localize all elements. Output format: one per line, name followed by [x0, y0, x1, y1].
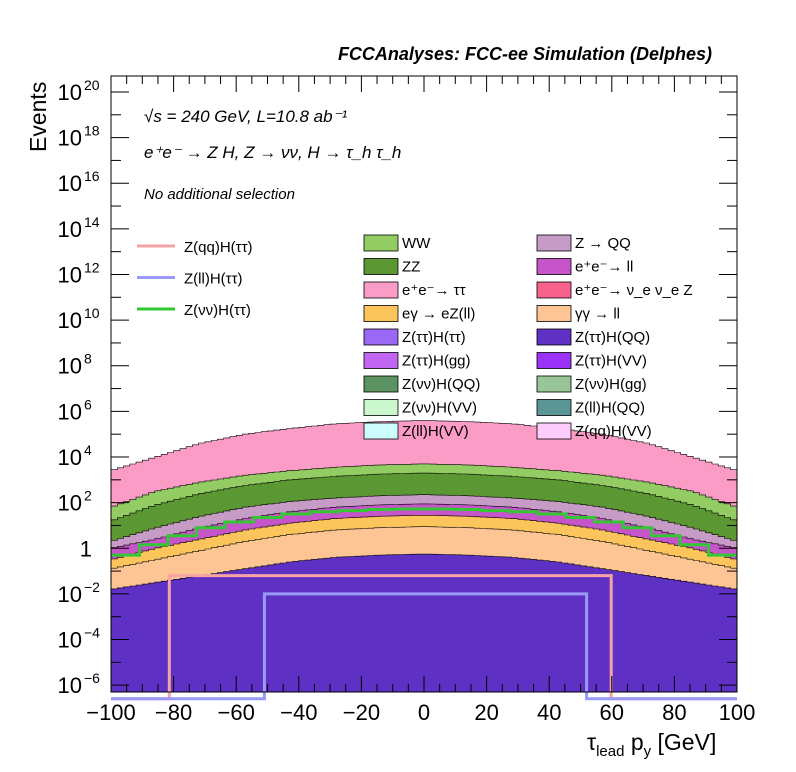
legend-c1-label-0: WW [402, 235, 431, 252]
legend-c1-swatch-1 [363, 258, 399, 275]
y-tick-label-8: 10 [58, 308, 82, 333]
y-tick-label-10: 10 [58, 217, 82, 242]
y-tick-label-7: 10 [58, 354, 82, 379]
x-tick-labels: −100 −80 −60 −40 −20 0 20 40 60 80 100 [86, 700, 755, 725]
y-tick-label-1: 10 [58, 628, 82, 653]
legend: Z(qq)H(ττ) Z(ll)H(ττ) Z(νν)H(ττ) WW ZZ e⁺e⁻→ … [137, 234, 693, 440]
y-tick-label-4: 10 [58, 491, 82, 516]
x-tick-label-9: 80 [662, 700, 686, 725]
legend-c1-label-5: Z(ττ)H(gg) [402, 353, 471, 370]
stack-layer-8 [110, 553, 738, 693]
x-tick-label-8: 60 [600, 700, 624, 725]
y-tick-label-6: 10 [58, 399, 82, 424]
process-annotation: e⁺e⁻ → Z H, Z → νν, H → τ_h τ_h [144, 143, 401, 162]
y-tick-exponent-11: 16 [84, 168, 100, 184]
legend-c1-swatch-5 [363, 352, 399, 369]
legend-c2-swatch-2 [536, 281, 572, 299]
legend-c2-swatch-6 [536, 375, 572, 393]
legend-c2-label-8: Z(qq)H(VV) [575, 423, 652, 440]
y-axis-label: Events [25, 82, 51, 152]
y-tick-exponent-10: 14 [84, 214, 100, 230]
legend-c2-swatch-0 [536, 234, 572, 252]
y-tick-exponent-12: 18 [84, 123, 100, 139]
x-tick-label-2: −60 [218, 700, 255, 725]
legend-c2-swatch-3 [536, 305, 572, 322]
y-tick-exponent-2: −2 [84, 579, 100, 595]
legend-c2-label-5: Z(ττ)H(VV) [575, 353, 647, 370]
chart-title: FCCAnalyses: FCC-ee Simulation (Delphes) [338, 44, 712, 64]
legend-c2-swatch-1 [536, 258, 572, 275]
legend-c1-label-7: Z(νν)H(VV) [402, 400, 477, 417]
legend-c2-label-6: Z(νν)H(gg) [575, 376, 647, 393]
y-tick-label-12: 10 [58, 126, 82, 151]
x-tick-label-4: −20 [343, 700, 380, 725]
legend-c2-swatch-7 [536, 399, 572, 416]
y-tick-exponent-1: −4 [84, 625, 100, 641]
legend-c2-label-4: Z(ττ)H(QQ) [575, 329, 650, 346]
legend-c2-label-1: e⁺e⁻→ ll [575, 259, 633, 276]
y-tick-label-3: 1 [80, 536, 92, 561]
x-axis-label-text: τlead py [GeV] [587, 729, 716, 760]
legend-c1-label-8: Z(ll)H(VV) [402, 423, 469, 440]
x-tick-label-6: 20 [474, 700, 498, 725]
legend-c1-swatch-2 [363, 281, 399, 299]
legend-c2-swatch-8 [536, 422, 572, 440]
y-tick-label-0: 10 [58, 673, 82, 698]
legend-c1-swatch-0 [363, 234, 399, 252]
selection-annotation: No additional selection [144, 186, 295, 203]
legend-c1-label-2: e⁺e⁻→ ττ [402, 282, 466, 299]
legend-c1-swatch-3 [363, 305, 399, 322]
y-tick-exponent-0: −6 [84, 670, 100, 686]
y-tick-label-2: 10 [58, 582, 82, 607]
y-tick-exponent-4: 2 [84, 488, 92, 504]
line-histograms [111, 507, 737, 701]
x-axis-label: τlead py [GeV] [587, 729, 716, 760]
y-tick-label-5: 10 [58, 445, 82, 470]
legend-c1-swatch-6 [363, 375, 399, 393]
legend-c2-label-2: e⁺e⁻→ ν_e ν_e Z [575, 282, 693, 299]
line-series-1 [111, 592, 737, 701]
legend-line-label-1: Z(ll)H(ττ) [184, 271, 243, 288]
energy-annotation: √s = 240 GeV, L=10.8 ab⁻¹ [144, 107, 348, 126]
x-tick-label-1: −80 [155, 700, 192, 725]
x-tick-label-0: −100 [86, 700, 136, 725]
legend-c2-label-7: Z(ll)H(QQ) [575, 400, 645, 417]
y-tick-exponent-8: 10 [84, 305, 100, 321]
legend-c2-label-3: γγ → ll [575, 306, 620, 323]
legend-c1-label-1: ZZ [402, 259, 420, 276]
legend-c1-label-4: Z(ττ)H(ττ) [402, 329, 466, 346]
legend-line-label-0: Z(qq)H(ττ) [184, 239, 253, 256]
y-tick-exponent-13: 20 [84, 77, 100, 93]
stacked-histograms [110, 420, 738, 693]
y-tick-exponent-7: 8 [84, 351, 92, 367]
legend-c1-swatch-8 [363, 422, 399, 440]
x-tick-label-5: 0 [418, 700, 430, 725]
y-tick-exponent-9: 12 [84, 259, 100, 275]
legend-c1-swatch-4 [363, 328, 399, 346]
x-tick-label-7: 40 [537, 700, 561, 725]
legend-c2-swatch-5 [536, 352, 572, 369]
y-tick-exponent-5: 4 [84, 442, 92, 458]
legend-c2-label-0: Z → QQ [575, 235, 631, 252]
y-tick-label-9: 10 [58, 262, 82, 287]
legend-c1-label-6: Z(νν)H(QQ) [402, 376, 480, 393]
y-tick-label-11: 10 [58, 171, 82, 196]
legend-c1-swatch-7 [363, 399, 399, 416]
x-tick-label-10: 100 [719, 700, 756, 725]
x-tick-label-3: −40 [280, 700, 317, 725]
legend-c2-swatch-4 [536, 328, 572, 346]
y-tick-exponent-6: 6 [84, 396, 92, 412]
legend-line-label-2: Z(νν)H(ττ) [184, 302, 251, 319]
y-tick-label-13: 10 [58, 80, 82, 105]
line-series-2 [111, 507, 737, 557]
plot-annotations: √s = 240 GeV, L=10.8 ab⁻¹ e⁺e⁻ → Z H, Z →… [144, 107, 401, 203]
legend-c1-label-3: eγ → eZ(ll) [402, 306, 475, 323]
axis-ticks [110, 76, 738, 692]
